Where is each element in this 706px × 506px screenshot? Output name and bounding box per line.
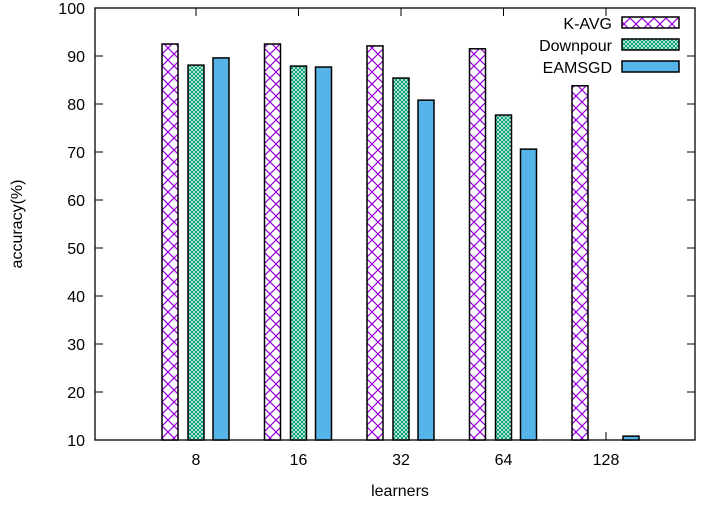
y-tick-label: 100 [58,1,85,18]
legend-label: K-AVG [563,16,612,33]
legend-label: EAMSGD [543,60,612,77]
bar-eamsgd-16 [314,66,333,441]
x-axis-label: learners [371,483,429,500]
y-tick-label: 90 [67,49,85,66]
x-tick-label: 64 [495,452,513,469]
bar-downpour-32 [392,77,410,441]
y-tick-label: 40 [67,289,85,306]
legend-swatch-eamsgd [621,60,680,73]
bar-downpour-16 [289,65,308,441]
bar-downpour-64 [494,114,513,441]
bar-eamsgd-32 [417,99,435,441]
legend-swatch-k-avg [621,16,680,29]
legend-label: Downpour [539,38,613,55]
bar-downpour-8 [187,64,205,441]
bar-k-avg-64 [468,48,487,441]
bar-k-avg-128 [571,85,589,441]
y-tick-label: 60 [67,193,85,210]
y-tick-label: 70 [67,145,85,162]
y-tick-label: 10 [67,433,85,450]
bar-eamsgd-8 [212,57,230,441]
y-tick-label: 80 [67,97,85,114]
x-tick-label: 32 [392,452,410,469]
y-tick-label: 50 [67,241,85,258]
x-tick-label: 8 [192,452,201,469]
bar-k-avg-32 [366,45,384,441]
legend: K-AVG Downpour EAMSGD [539,16,680,77]
y-tick-label: 20 [67,385,85,402]
legend-swatch-downpour [621,38,680,51]
y-tick-label: 30 [67,337,85,354]
bar-k-avg-16 [263,43,282,441]
bar-eamsgd-64 [519,148,538,441]
y-axis-label: accuracy(%) [9,180,26,269]
bar-k-avg-8 [161,43,179,441]
bar-eamsgd-128 [622,435,640,441]
bars [161,43,640,441]
x-tick-label: 16 [290,452,308,469]
x-tick-label: 128 [593,452,620,469]
